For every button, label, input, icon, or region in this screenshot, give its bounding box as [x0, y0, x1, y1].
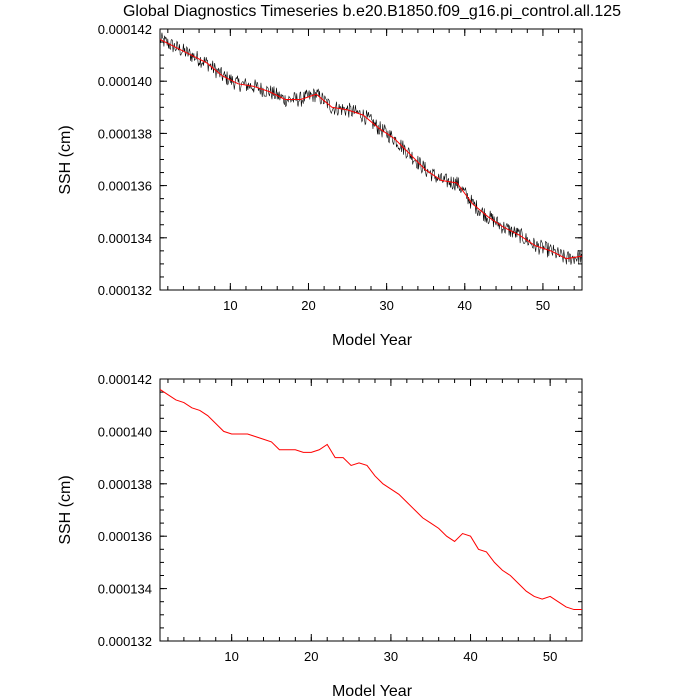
- top-y-tick-label: 0.000136: [98, 179, 152, 194]
- bottom-y-tick-label: 0.000138: [98, 477, 152, 492]
- top-y-tick-label: 0.000132: [98, 283, 152, 298]
- top-x-axis-label: Model Year: [332, 332, 413, 349]
- bottom-x-tick-label: 40: [463, 649, 477, 664]
- bottom-y-tick-label: 0.000134: [98, 582, 152, 597]
- bottom-panel: 0.000132 0.000134 0.000136 0.000138 0.000140…: [57, 372, 583, 700]
- top-y-tick-label: 0.000140: [98, 74, 152, 89]
- bottom-x-tick-label: 10: [224, 649, 238, 664]
- bottom-x-axis-label: Model Year: [332, 683, 413, 700]
- top-y-axis-label: SSH (cm): [57, 125, 74, 194]
- top-y-tick-label: 0.000134: [98, 231, 152, 246]
- top-x-tick-label: 40: [458, 298, 472, 313]
- chart-title: Global Diagnostics Timeseries b.e20.B185…: [123, 3, 621, 20]
- top-x-tick-label: 50: [536, 298, 550, 313]
- top-series-monthly: [159, 32, 582, 265]
- top-y-tick-label: 0.000142: [98, 22, 152, 37]
- bottom-y-tick-label: 0.000142: [98, 372, 152, 387]
- top-x-tick-label: 30: [379, 298, 393, 313]
- top-x-tick-label: 20: [301, 298, 315, 313]
- bottom-y-tick-label: 0.000140: [98, 424, 152, 439]
- top-plot-frame: [159, 28, 583, 291]
- bottom-x-tick-label: 50: [543, 649, 557, 664]
- top-y-tick-label: 0.000138: [98, 126, 152, 141]
- top-series-annual: [159, 38, 583, 260]
- bottom-y-axis-label: SSH (cm): [57, 475, 74, 544]
- bottom-x-tick-label: 30: [384, 649, 398, 664]
- top-x-tick-label: 10: [223, 298, 237, 313]
- bottom-y-tick-label: 0.000132: [98, 634, 152, 649]
- bottom-series-annual: [159, 389, 582, 611]
- top-panel: 0.000132 0.000134 0.000136 0.000138 0.000140…: [57, 22, 583, 349]
- bottom-y-tick-label: 0.000136: [98, 529, 152, 544]
- bottom-plot-frame: [159, 378, 583, 642]
- bottom-x-tick-label: 20: [304, 649, 318, 664]
